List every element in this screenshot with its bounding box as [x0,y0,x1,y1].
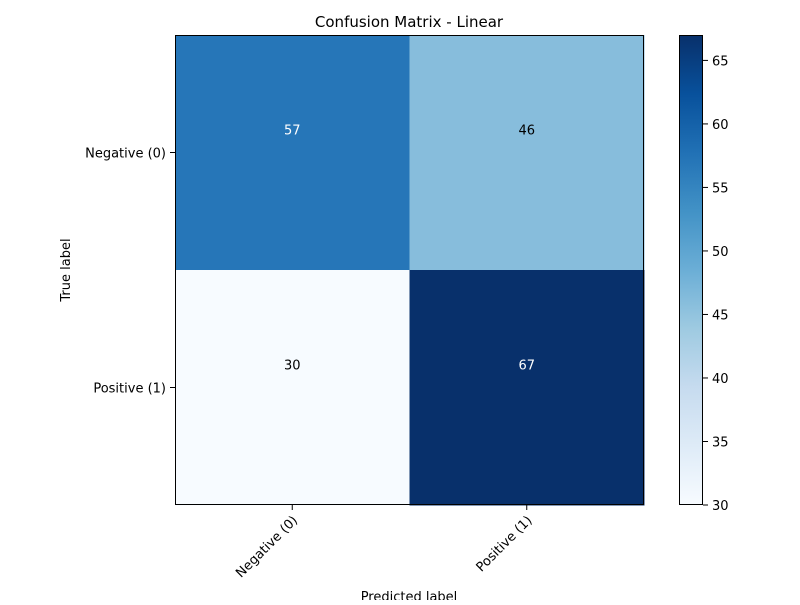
colorbar-tick-label: 50 [712,245,729,260]
cell-value-label: 67 [518,359,535,374]
colorbar [679,35,703,505]
colorbar-tick-label: 35 [712,435,729,450]
colorbar-tick-label: 55 [712,181,729,196]
cell-value-label: 46 [518,124,535,139]
heatmap-cell [409,35,645,271]
colorbar-ticks: 30 35 40 45 50 55 60 65 [703,54,729,514]
y-axis-label: True label [59,238,74,302]
y-tick-label: Positive (1) [93,382,166,397]
y-axis-ticks: Negative (0) Positive (1) [85,147,175,397]
heatmap-cells [175,35,645,506]
colorbar-tick-label: 30 [712,499,729,514]
cell-value-label: 30 [284,359,301,374]
cell-value-label: 57 [284,124,301,139]
colorbar-tick-label: 45 [712,308,729,323]
colorbar-tick-label: 40 [712,372,729,387]
x-tick-label: Negative (0) [233,513,301,581]
plot-frame [175,35,644,505]
heatmap-cell [175,270,410,506]
x-axis-label: Predicted label [361,590,458,600]
x-tick-label: Positive (1) [474,513,536,575]
colorbar-tick-label: 65 [712,54,729,69]
heatmap-cell [175,35,410,271]
heatmap-cell [409,270,645,506]
chart-title: Confusion Matrix - Linear [315,13,504,31]
y-tick-label: Negative (0) [85,147,166,162]
colorbar-tick-label: 60 [712,118,729,133]
x-axis-ticks: Negative (0) Positive (1) [233,505,536,581]
heatmap-cell-labels: 57 46 30 67 [284,124,535,374]
